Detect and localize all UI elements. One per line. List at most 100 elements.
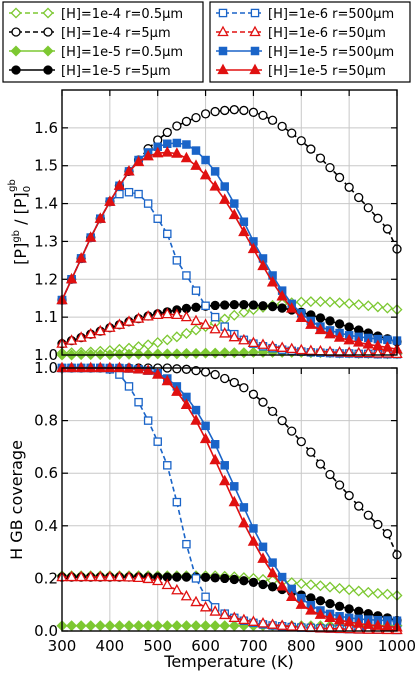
top-point-s6-9	[142, 310, 154, 321]
top-y-tick-label-1: 1.1	[34, 308, 58, 326]
bottom-point-s4-31	[354, 606, 364, 616]
bottom-point-s6-23	[276, 619, 288, 630]
legend-marker-b-s2	[43, 27, 53, 37]
top-point-s8-19	[238, 225, 250, 237]
legend-left: [H]=1e-4 r=0.5µm [H]=1e-4 r=5µm [H]=1e-5 r…	[2, 1, 204, 83]
top-point-s6-8	[132, 312, 145, 323]
bottom-y-tick-label-3: 0.6	[34, 464, 58, 482]
legend-marker-a-s1	[10, 7, 22, 19]
top-point-s8-14	[190, 159, 202, 170]
top-point-s6-24	[286, 342, 298, 354]
bottom-point-s6-29	[333, 622, 346, 634]
top-point-s5-9	[143, 199, 153, 208]
top-point-s5-12	[172, 256, 182, 265]
legend-marker-b-s3	[42, 45, 54, 57]
legend-marker-b-s1	[42, 7, 54, 19]
bottom-point-s3-8	[133, 620, 145, 632]
top-point-s8-17	[219, 193, 231, 204]
x-tick-label-4: 700	[239, 637, 268, 655]
top-point-s8-2	[75, 252, 87, 263]
bottom-point-s8-28	[324, 611, 336, 622]
bottom-plot-frame	[61, 367, 398, 632]
top-point-s2-23	[277, 121, 287, 131]
top-point-s8-20	[247, 242, 260, 254]
top-point-s2-26	[306, 144, 316, 154]
legend-entry-s4: [H]=1e-5 r=5µm	[9, 64, 171, 79]
top-y-tick-label-3: 1.3	[34, 232, 58, 250]
top-y-axis-label: [P]gb / [P]0gb	[7, 179, 33, 265]
top-point-s6-7	[123, 315, 135, 326]
top-point-s5-7	[124, 187, 134, 197]
top-point-s8-22	[266, 275, 279, 287]
top-point-s6-18	[228, 330, 240, 342]
top-point-s3-20	[247, 346, 259, 358]
bottom-x-ticks: 300 400 500 600 700 800 900 1000	[48, 637, 415, 655]
top-series	[56, 105, 403, 361]
legend-label-s6: [H]=1e-6 r=50µm	[268, 26, 386, 41]
top-point-s1-28	[324, 296, 336, 308]
top-point-s8-8	[132, 155, 145, 167]
top-y-tick-label-5: 1.5	[34, 157, 58, 175]
top-series-s6	[56, 307, 403, 359]
top-point-s2-14	[191, 112, 201, 123]
bottom-y-tick-label-2: 0.4	[34, 517, 58, 535]
top-point-s2-30	[344, 182, 354, 192]
top-point-s3-7	[123, 348, 135, 360]
top-point-s1-17	[219, 313, 231, 325]
top-point-s6-21	[257, 338, 269, 349]
bottom-point-s6-12	[171, 583, 183, 595]
top-point-s2-34	[382, 224, 393, 234]
bottom-point-s8-25	[295, 598, 307, 609]
top-point-s8-28	[324, 327, 336, 339]
bottom-point-s8-34	[381, 620, 394, 631]
bottom-y-tick-label-0: 0.0	[34, 622, 58, 640]
bottom-point-s2-25	[296, 436, 306, 447]
top-point-s4-14	[191, 302, 201, 312]
top-point-s7-16	[210, 167, 220, 176]
bottom-point-s2-34	[382, 529, 393, 539]
top-point-s8-3	[85, 231, 97, 242]
bottom-y-axis-label: H GB coverage	[7, 440, 26, 560]
bottom-point-s2-18	[229, 377, 239, 388]
top-point-s8-27	[314, 323, 327, 335]
bottom-point-s5-10	[153, 437, 162, 446]
bottom-point-s8-24	[286, 590, 298, 601]
top-point-s6-19	[238, 333, 250, 345]
top-point-s5-13	[182, 271, 191, 280]
bottom-point-s2-29	[334, 480, 345, 490]
top-point-s2-15	[200, 109, 211, 119]
top-point-s2-28	[325, 162, 335, 173]
bottom-point-s6-17	[219, 608, 231, 620]
top-point-s8-11	[161, 146, 173, 157]
top-point-s6-15	[199, 318, 212, 329]
top-panel: 1.01.11.21.31.41.51.6 [P]gb / [P]0gb	[7, 89, 403, 364]
bottom-point-s8-17	[219, 474, 231, 486]
top-point-s2-16	[210, 106, 220, 117]
top-point-s8-30	[343, 333, 355, 345]
bottom-series-s8	[56, 361, 403, 632]
legend-label-s3: [H]=1e-5 r=0.5µm	[61, 45, 183, 60]
top-point-s1-11	[161, 334, 173, 346]
legend-label-s1: [H]=1e-4 r=0.5µm	[61, 7, 183, 22]
legend-marker-a-s7	[218, 46, 228, 56]
top-y-label-part-1: [P]	[11, 243, 30, 265]
bottom-point-s7-15	[201, 421, 210, 431]
bottom-point-s4-29	[334, 601, 345, 611]
bottom-point-s8-33	[372, 619, 384, 630]
bottom-point-s6-7	[123, 570, 135, 582]
top-point-s1-33	[372, 301, 384, 313]
top-point-s8-29	[333, 331, 346, 342]
top-point-s2-12	[172, 121, 182, 131]
top-point-s5-8	[134, 189, 143, 199]
bottom-point-s8-18	[228, 495, 240, 507]
top-point-s6-30	[343, 346, 355, 357]
bottom-point-s1-33	[372, 587, 384, 599]
top-point-s1-26	[305, 296, 317, 308]
bottom-point-s5-8	[134, 397, 143, 407]
bottom-point-s5-12	[172, 497, 182, 507]
x-tick-label-7: 1000	[378, 637, 415, 655]
bottom-point-s8-6	[113, 361, 126, 373]
legend-entry-s6: [H]=1e-6 r=50µm	[216, 25, 386, 41]
top-point-s6-22	[266, 340, 279, 351]
top-point-s8-4	[94, 212, 106, 223]
